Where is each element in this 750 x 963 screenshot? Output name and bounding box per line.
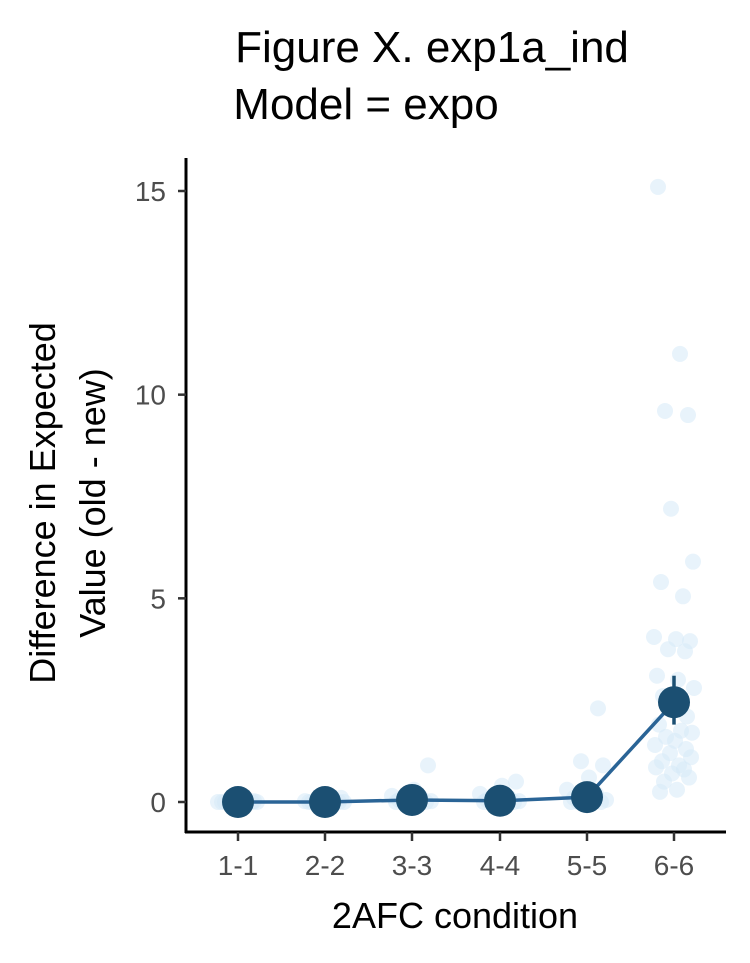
y-tick-label: 15 [135,176,166,207]
individual-point [677,643,693,660]
individual-point [657,402,673,419]
x-tick-label: 1-1 [218,850,258,881]
individual-point [672,345,688,362]
individual-points [210,178,702,810]
individual-point [420,757,436,774]
x-tick-label: 5-5 [567,850,607,881]
x-tick-label: 2-2 [305,850,345,881]
individual-point [686,679,702,696]
individual-point [652,783,668,800]
chart-title-line-1: Figure X. exp1a_ind [235,23,629,72]
y-axis-title: Difference in Expected Value (old - new) [22,322,113,684]
individual-point [649,667,665,684]
individual-point [683,749,699,766]
y-tick-label: 0 [150,787,166,818]
individual-point [684,724,700,741]
individual-point [559,781,575,798]
individual-point [663,500,679,517]
y-axis-title-line-2: Value (old - new) [72,368,113,637]
x-axis-title: 2AFC condition [332,895,578,936]
individual-point [669,781,685,798]
y-axis-ticks: 0 5 10 15 [135,176,186,818]
individual-point [675,588,691,605]
mean-line [238,701,676,804]
individual-point [210,794,226,810]
mean-point [571,781,603,814]
individual-point [667,732,683,749]
mean-markers [222,686,690,818]
y-tick-label: 10 [135,380,166,411]
individual-point [595,757,611,774]
individual-point [660,641,676,658]
individual-point [680,407,696,424]
individual-point [681,769,697,786]
x-tick-label: 6-6 [654,850,694,881]
individual-point [653,574,669,591]
y-tick-label: 5 [150,583,166,614]
individual-point [573,753,589,770]
x-tick-label: 3-3 [392,850,432,881]
mean-point [222,786,254,818]
individual-point [590,700,606,717]
mean-point [309,786,341,818]
mean-series-line [238,701,676,804]
mean-point [396,783,428,816]
error-bars [236,675,676,805]
individual-point [472,785,488,802]
y-axis-title-line-1: Difference in Expected [22,322,63,684]
x-axis-ticks: 1-1 2-2 3-3 4-4 5-5 6-6 [218,832,694,881]
individual-point [647,736,663,753]
individual-point [648,759,664,776]
x-tick-label: 4-4 [480,850,520,881]
individual-point [508,773,524,790]
individual-point [650,178,666,195]
mean-point [484,784,516,817]
individual-point [646,629,662,646]
mean-point [658,686,690,719]
chart-title-line-2: Model = expo [233,80,498,129]
individual-point [685,553,701,570]
